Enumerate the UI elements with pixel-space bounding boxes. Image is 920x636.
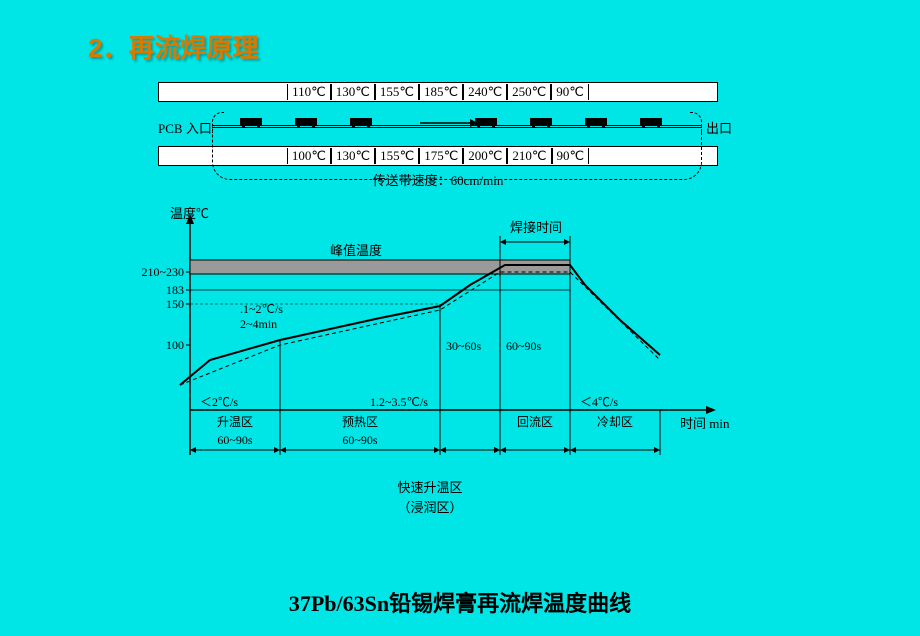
chip-icon: [240, 118, 262, 125]
y-tick-label: 183: [166, 283, 184, 297]
caption: 37Pb/63Sn铅锡焊膏再流焊温度曲线: [0, 586, 920, 618]
slope-left: ＜2℃/s: [200, 395, 238, 409]
x-axis-label: 时间 min: [680, 416, 730, 431]
y-tick-label: 210~230: [142, 265, 185, 279]
top-zone-row: 110℃130℃155℃185℃240℃250℃90℃: [158, 82, 718, 102]
zone-cell: 130℃: [331, 84, 375, 100]
zone-duration: 60~90s: [342, 433, 377, 447]
mid2-label: 60~90s: [506, 339, 541, 353]
y-tick-label: 100: [166, 338, 184, 352]
chip-icon: [640, 118, 662, 125]
zone-cell: 185℃: [419, 84, 463, 100]
zone-name: 回流区: [517, 415, 553, 429]
slope-mid: 1.2~3.5℃/s: [370, 395, 428, 409]
oven-outline-left: [212, 112, 224, 132]
peak-band: [190, 260, 570, 274]
zone-name: 冷却区: [597, 415, 633, 429]
reflow-chart: 温度℃ 时间 min 峰值温度 焊接时间 210~230183150100 .1…: [140, 210, 760, 520]
chip-icon: [350, 118, 372, 125]
chip-icon: [530, 118, 552, 125]
fast-zone2: （浸润区）: [397, 500, 462, 515]
page-title: 2．再流焊原理: [88, 28, 258, 65]
peak-label: 峰值温度: [330, 243, 382, 258]
zone-cell: 155℃: [375, 84, 419, 100]
chip-icon: [585, 118, 607, 125]
oven-outline: [212, 132, 702, 180]
weld-time-label: 焊接时间: [510, 220, 562, 235]
mid1-label: 30~60s: [446, 339, 481, 353]
zone-cell: 110℃: [287, 84, 331, 100]
chip-icon: [295, 118, 317, 125]
rate1-label: .1~2℃/s: [240, 302, 283, 316]
fast-zone1: 快速升温区: [397, 480, 462, 495]
zone-duration: 60~90s: [217, 433, 252, 447]
y-axis-label: 温度℃: [170, 206, 209, 221]
zone-cell: 250℃: [507, 84, 551, 100]
zone-cell: 90℃: [551, 84, 589, 100]
zone-cell: 240℃: [463, 84, 507, 100]
rate1b-label: 2~4min: [240, 317, 277, 331]
zone-name: 升温区: [217, 415, 253, 429]
y-tick-label: 150: [166, 297, 184, 311]
flow-arrow-icon: [420, 118, 480, 128]
slope-right: ＜4℃/s: [580, 395, 618, 409]
zone-name: 预热区: [342, 415, 378, 429]
